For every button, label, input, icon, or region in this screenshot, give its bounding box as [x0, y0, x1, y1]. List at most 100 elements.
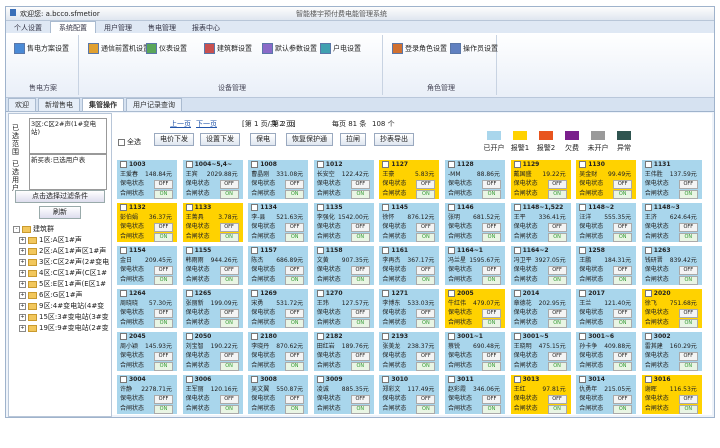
meter-card[interactable]: 1133 王菁具 3.78元 保电状态 OFF 合闸状态 ON — [181, 202, 244, 243]
card-checkbox[interactable] — [448, 290, 455, 297]
guard-toggle[interactable]: OFF — [678, 395, 698, 405]
card-checkbox[interactable] — [120, 204, 127, 211]
switch-toggle[interactable]: ON — [285, 361, 305, 371]
card-checkbox[interactable] — [579, 247, 587, 254]
switch-toggle[interactable]: ON — [219, 232, 239, 242]
switch-toggle[interactable]: ON — [350, 232, 370, 242]
ribbon-button[interactable]: 建筑群设置 — [204, 43, 256, 54]
toolbar-button[interactable]: 保电 — [250, 133, 276, 146]
meter-card[interactable]: 3008 吴文翼 550.87元 保电状态 OFF 合闸状态 ON — [247, 374, 310, 415]
card-checkbox[interactable] — [382, 290, 390, 297]
switch-toggle[interactable]: ON — [350, 318, 370, 328]
tab[interactable]: 新增售电 — [38, 98, 80, 112]
guard-toggle[interactable]: OFF — [285, 223, 305, 233]
meter-card[interactable]: 1131 王伟胜 137.59元 保电状态 OFF 合闸状态 ON — [640, 159, 703, 200]
switch-toggle[interactable]: ON — [285, 404, 305, 414]
card-checkbox[interactable] — [185, 247, 193, 254]
meter-card[interactable]: 1270 王玮 127.57元 保电状态 OFF 合闸状态 ON — [312, 288, 375, 329]
meter-card[interactable]: 1127 王豪 5.83元 保电状态 OFF 合闸状态 ON — [378, 159, 441, 200]
ribbon-button[interactable]: 户电设置 — [320, 43, 372, 54]
switch-toggle[interactable]: ON — [547, 275, 567, 285]
guard-toggle[interactable]: OFF — [350, 352, 370, 362]
guard-toggle[interactable]: OFF — [154, 395, 173, 405]
switch-toggle[interactable]: ON — [482, 404, 501, 414]
switch-toggle[interactable]: ON — [482, 189, 501, 199]
card-checkbox[interactable] — [251, 376, 259, 383]
next-page[interactable]: 下一页 — [196, 120, 217, 128]
card-checkbox[interactable] — [513, 290, 521, 297]
card-checkbox[interactable] — [185, 290, 193, 297]
guard-toggle[interactable]: OFF — [613, 266, 633, 276]
meter-card[interactable]: 3009 凌诚 885.35元 保电状态 OFF 合闸状态 ON — [312, 374, 375, 415]
menu-item[interactable]: 用户管理 — [104, 24, 132, 32]
guard-toggle[interactable]: OFF — [350, 266, 370, 276]
guard-toggle[interactable]: OFF — [285, 266, 305, 276]
guard-toggle[interactable]: OFF — [482, 309, 501, 319]
switch-toggle[interactable]: ON — [219, 189, 239, 199]
card-checkbox[interactable] — [185, 376, 193, 383]
switch-toggle[interactable]: ON — [154, 361, 173, 371]
switch-toggle[interactable]: ON — [613, 189, 633, 199]
meter-card[interactable]: 1130 吴金财 99.49元 保电状态 OFF 合闸状态 ON — [575, 159, 638, 200]
card-checkbox[interactable] — [513, 333, 521, 340]
meter-card[interactable]: 1155 韩雨雨 944.26元 保电状态 OFF 合闸状态 ON — [181, 245, 244, 286]
meter-card[interactable]: 2020 徐飞 751.68元 保电状态 OFF 合闸状态 ON — [640, 288, 703, 329]
meter-card[interactable]: 3013 王红 97.81元 保电状态 OFF 合闸状态 ON — [509, 374, 572, 415]
meter-card[interactable]: 2180 李晓丹 870.62元 保电状态 OFF 合闸状态 ON — [247, 331, 310, 372]
card-checkbox[interactable] — [185, 161, 193, 168]
meter-card[interactable]: 1146 张明 681.52元 保电状态 OFF 合闸状态 ON — [444, 202, 506, 243]
meter-card[interactable]: 2005 牛红伟 479.07元 保电状态 OFF 合闸状态 ON — [444, 288, 506, 329]
meter-card[interactable]: 1148~1,522 王平 336.41元 保电状态 OFF 合闸状态 ON — [509, 202, 572, 243]
switch-toggle[interactable]: ON — [547, 404, 567, 414]
card-checkbox[interactable] — [120, 333, 127, 340]
toolbar-button[interactable]: 抄表导出 — [374, 133, 414, 146]
meter-card[interactable]: 1004~5,4~ 王宾 2029.88元 保电状态 OFF 合闸状态 ON — [181, 159, 244, 200]
card-checkbox[interactable] — [513, 161, 521, 168]
switch-toggle[interactable]: ON — [350, 275, 370, 285]
card-checkbox[interactable] — [579, 290, 587, 297]
guard-toggle[interactable]: OFF — [678, 352, 698, 362]
switch-toggle[interactable]: ON — [613, 318, 633, 328]
switch-toggle[interactable]: ON — [613, 232, 633, 242]
meter-card[interactable]: 1154 金日 209.45元 保电状态 OFF 合闸状态 ON — [116, 245, 178, 286]
guard-toggle[interactable]: OFF — [154, 352, 173, 362]
switch-toggle[interactable]: ON — [285, 189, 305, 199]
guard-toggle[interactable]: OFF — [613, 180, 633, 190]
guard-toggle[interactable]: OFF — [613, 352, 633, 362]
tab[interactable]: 欢迎 — [8, 98, 36, 112]
switch-toggle[interactable]: ON — [350, 361, 370, 371]
card-checkbox[interactable] — [644, 333, 652, 340]
switch-toggle[interactable]: ON — [154, 189, 173, 199]
guard-toggle[interactable]: OFF — [482, 352, 501, 362]
guard-toggle[interactable]: OFF — [416, 266, 436, 276]
guard-toggle[interactable]: OFF — [219, 223, 239, 233]
meter-card[interactable]: 1164~1 冯兰星 1595.67元 保电状态 OFF 合闸状态 ON — [444, 245, 506, 286]
meter-card[interactable]: 2050 刘宝智 190.22元 保电状态 OFF 合闸状态 ON — [181, 331, 244, 372]
toolbar-button[interactable]: 电价下发 — [154, 133, 194, 146]
guard-toggle[interactable]: OFF — [613, 395, 633, 405]
card-checkbox[interactable] — [448, 161, 455, 168]
meter-card[interactable]: 1134 李-县 521.63元 保电状态 OFF 合闸状态 ON — [247, 202, 310, 243]
prev-page[interactable]: 上一页 — [170, 120, 191, 128]
switch-toggle[interactable]: ON — [219, 404, 239, 414]
card-checkbox[interactable] — [382, 161, 390, 168]
switch-toggle[interactable]: ON — [678, 318, 698, 328]
switch-toggle[interactable]: ON — [219, 275, 239, 285]
meter-card[interactable]: 1158 文黄 907.35元 保电状态 OFF 合闸状态 ON — [312, 245, 375, 286]
guard-toggle[interactable]: OFF — [350, 309, 370, 319]
switch-toggle[interactable]: ON — [416, 361, 436, 371]
meter-card[interactable]: 2182 田红岩 189.76元 保电状态 OFF 合闸状态 ON — [312, 331, 375, 372]
card-checkbox[interactable] — [316, 161, 324, 168]
switch-toggle[interactable]: ON — [678, 404, 698, 414]
card-checkbox[interactable] — [120, 376, 127, 383]
switch-toggle[interactable]: ON — [678, 361, 698, 371]
tree-node[interactable]: +1区:A区1#声 — [19, 235, 82, 245]
meter-card[interactable]: 2017 王兰 121.40元 保电状态 OFF 合闸状态 ON — [575, 288, 638, 329]
tree-node[interactable]: +15区:3#变电站(3#变 — [19, 312, 109, 322]
card-checkbox[interactable] — [251, 333, 259, 340]
menu-item[interactable]: 售电管理 — [148, 24, 176, 32]
guard-toggle[interactable]: OFF — [154, 309, 173, 319]
filter-button[interactable]: 点击选择过滤条件 — [15, 190, 105, 203]
switch-toggle[interactable]: ON — [678, 189, 698, 199]
meter-card[interactable]: 3016 谢晖 116.53元 保电状态 OFF 合闸状态 ON — [640, 374, 703, 415]
